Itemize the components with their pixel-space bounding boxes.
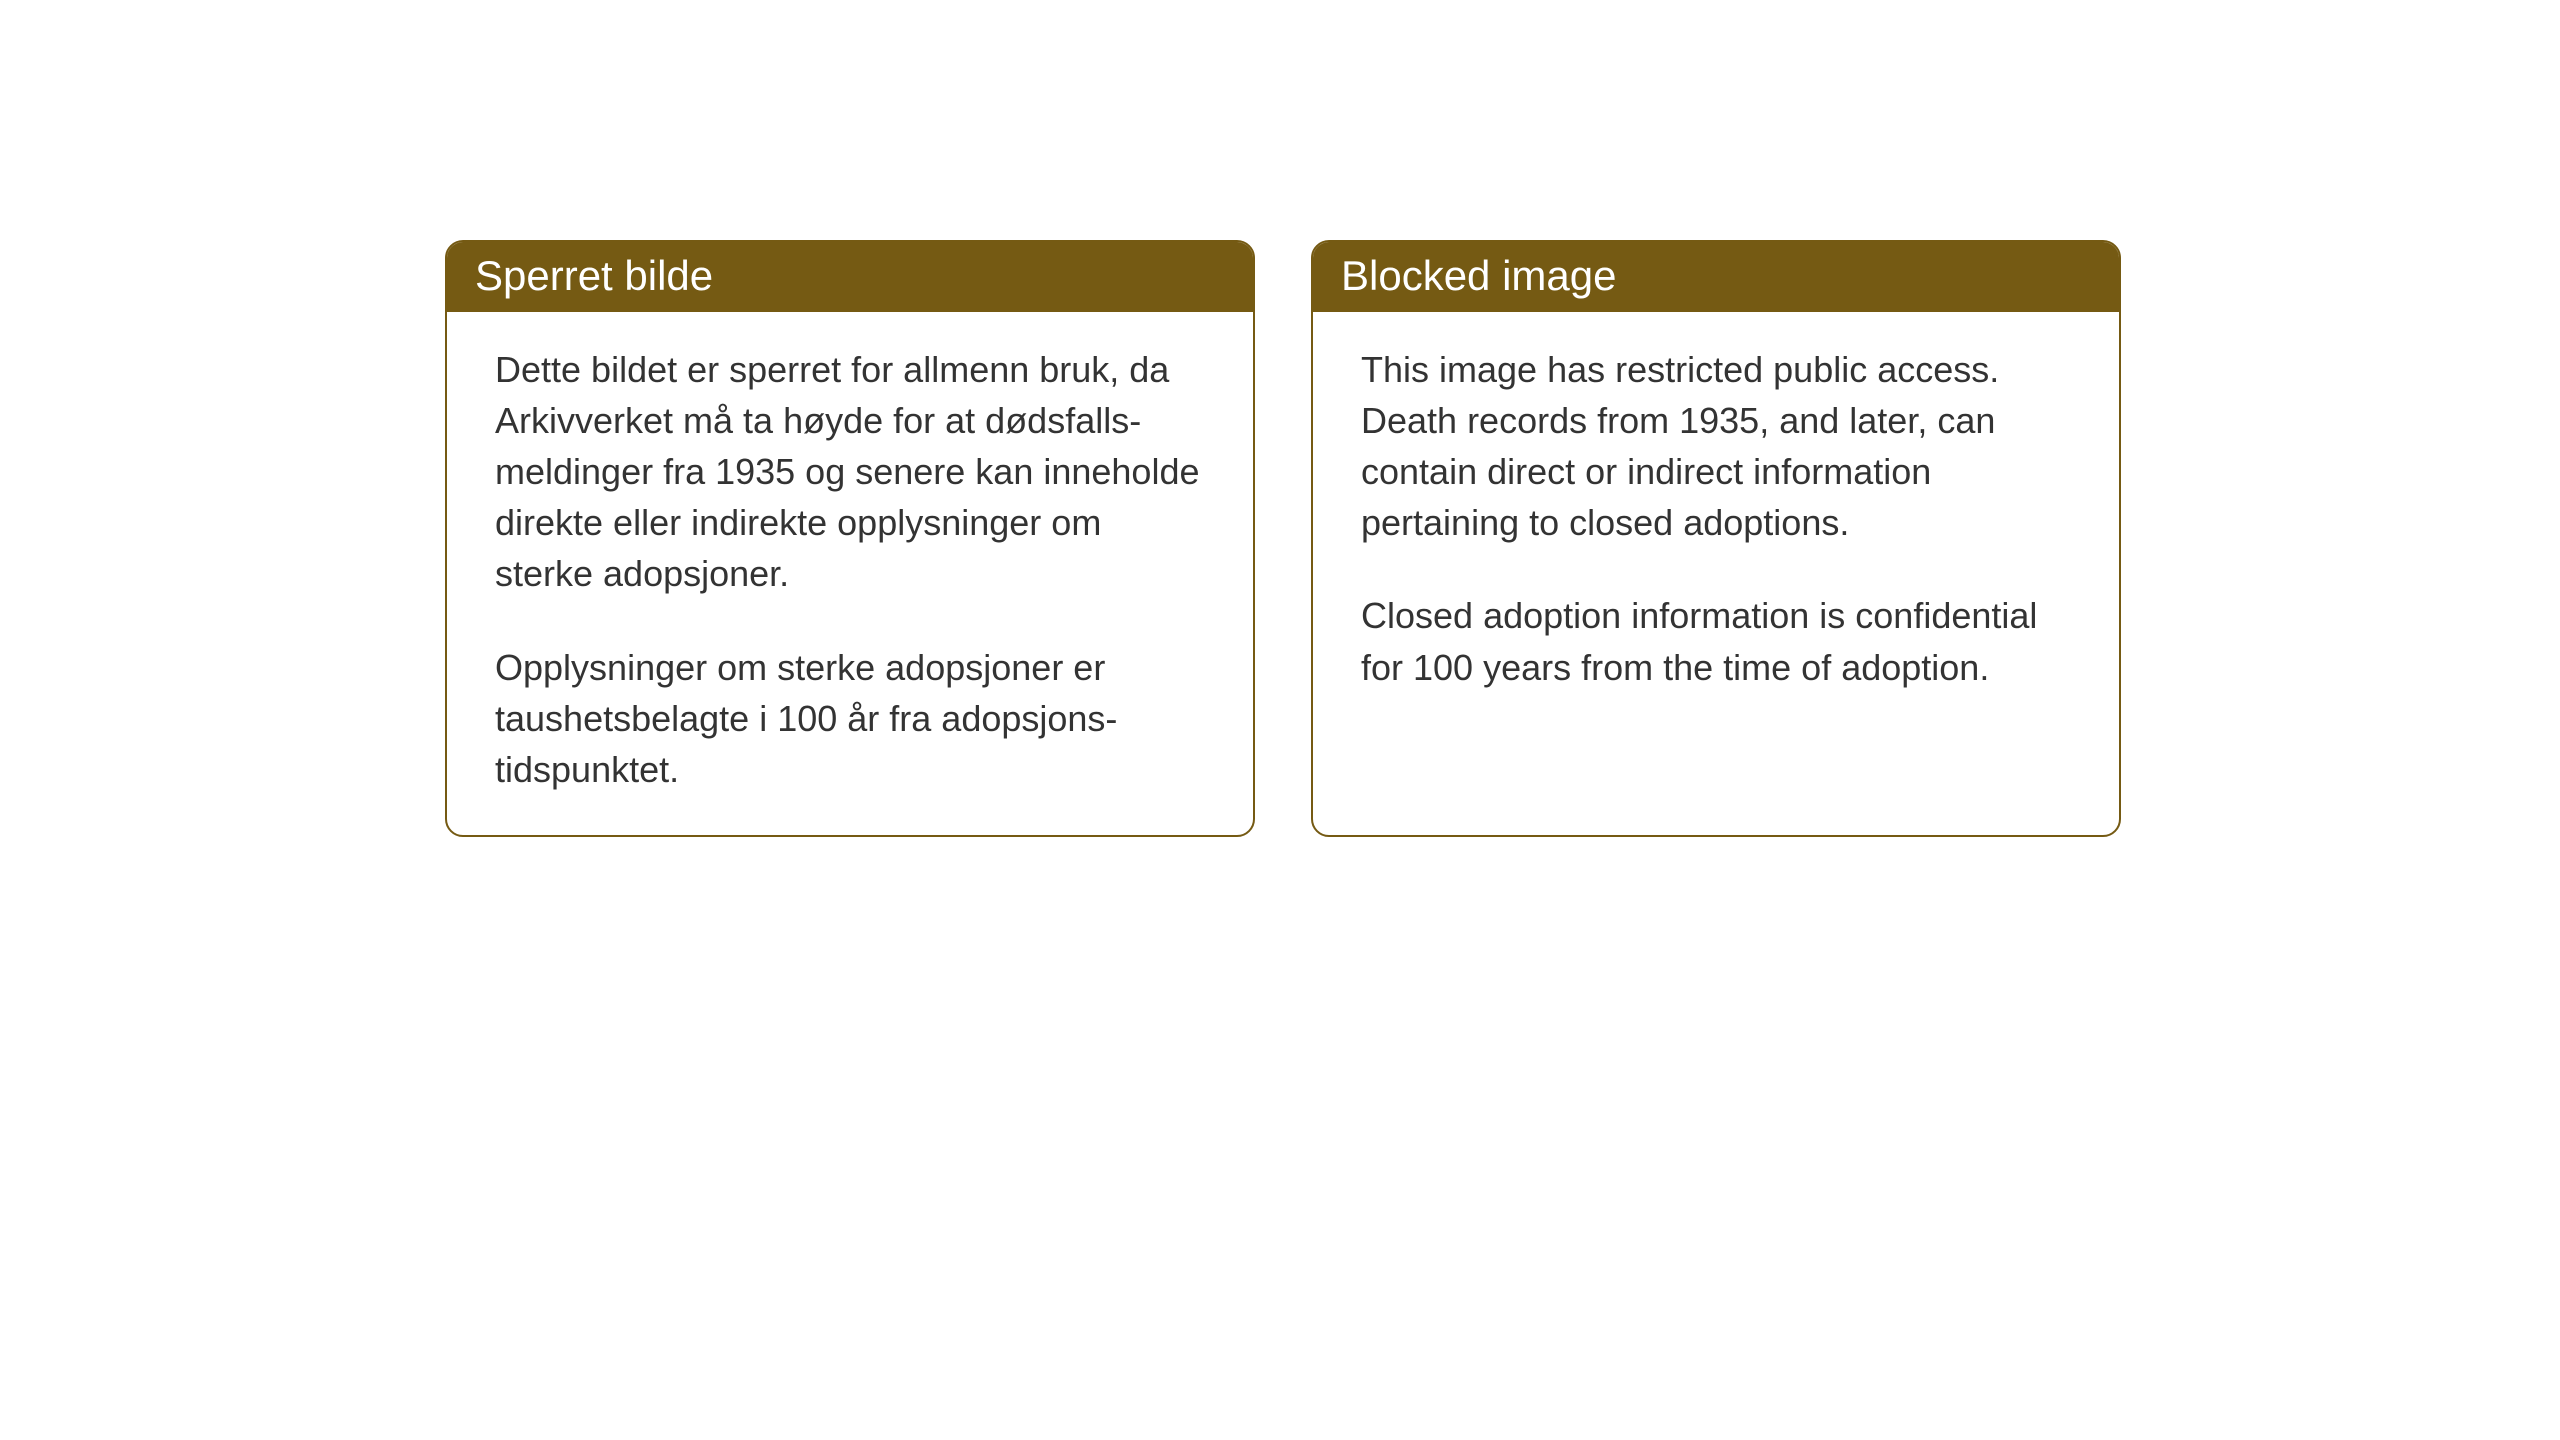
norwegian-paragraph-1: Dette bildet er sperret for allmenn bruk… <box>495 344 1205 600</box>
english-paragraph-1: This image has restricted public access.… <box>1361 344 2071 548</box>
english-paragraph-2: Closed adoption information is confident… <box>1361 590 2071 692</box>
norwegian-paragraph-2: Opplysninger om sterke adopsjoner er tau… <box>495 642 1205 795</box>
english-card-body: This image has restricted public access.… <box>1313 312 2119 748</box>
norwegian-card-body: Dette bildet er sperret for allmenn bruk… <box>447 312 1253 835</box>
english-card-title: Blocked image <box>1313 242 2119 312</box>
norwegian-notice-card: Sperret bilde Dette bildet er sperret fo… <box>445 240 1255 837</box>
norwegian-card-title: Sperret bilde <box>447 242 1253 312</box>
english-notice-card: Blocked image This image has restricted … <box>1311 240 2121 837</box>
notice-container: Sperret bilde Dette bildet er sperret fo… <box>445 240 2121 837</box>
